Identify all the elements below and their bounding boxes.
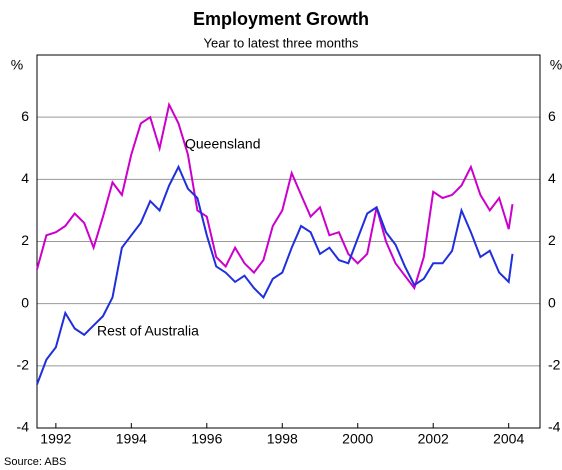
chart-title: Employment Growth xyxy=(193,9,369,29)
y-tick-label: 6 xyxy=(21,108,29,124)
x-tick-label: 1996 xyxy=(191,431,222,447)
y-tick-label: -2 xyxy=(17,357,30,373)
y2-tick-label: 2 xyxy=(548,232,556,248)
source: Source: ABS xyxy=(4,456,66,468)
y2-unit: % xyxy=(550,57,562,73)
y-tick-label: 4 xyxy=(21,170,29,186)
x-tick-label: 1994 xyxy=(116,431,147,447)
y-unit: % xyxy=(11,57,23,73)
x-tick-label: 1998 xyxy=(267,431,298,447)
y-tick-label: -4 xyxy=(17,419,30,435)
x-tick-label: 2002 xyxy=(418,431,449,447)
y2-tick-label: 6 xyxy=(548,108,556,124)
plot-frame xyxy=(36,54,541,429)
y2-tick-label: 4 xyxy=(548,170,556,186)
line xyxy=(36,101,514,291)
x-tick-label: 2000 xyxy=(342,431,373,447)
x-tick-label: 2004 xyxy=(493,431,524,447)
y2-tick-label: 0 xyxy=(548,294,556,310)
series-label: Queensland xyxy=(185,136,261,152)
chart-subtitle: Year to latest three months xyxy=(204,35,359,50)
x-tick-label: 1992 xyxy=(40,431,71,447)
line xyxy=(36,164,514,385)
series-label: Rest of Australia xyxy=(97,323,199,339)
y2-tick-label: -4 xyxy=(548,419,561,435)
y-tick-label: 2 xyxy=(21,232,29,248)
y-tick-label: 0 xyxy=(21,294,29,310)
y2-tick-label: -2 xyxy=(548,357,561,373)
